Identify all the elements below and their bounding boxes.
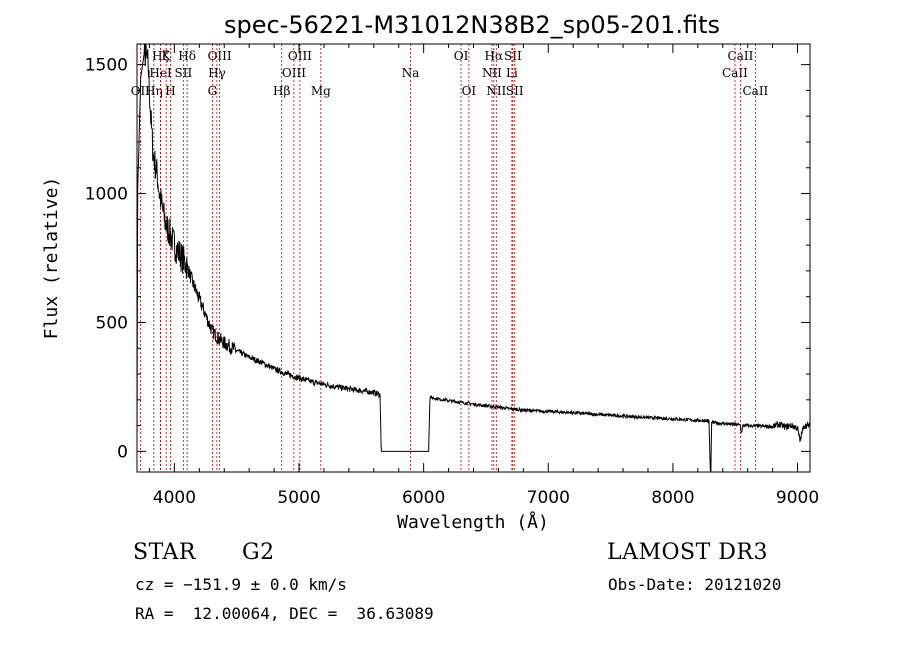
coordinates-label: RA = 12.00064, DEC = 36.63089 xyxy=(135,604,434,623)
redshift-label: cz = −151.9 ± 0.0 km/s xyxy=(135,575,347,594)
spectral-line-label: H xyxy=(165,84,175,98)
spectral-line-label: NII xyxy=(482,66,502,80)
spectral-line-label: Hβ xyxy=(273,84,290,98)
y-tick-label: 1500 xyxy=(85,56,128,76)
x-tick-label: 6000 xyxy=(402,488,445,508)
spectral-line-label: OIII xyxy=(282,66,306,80)
object-class-label: STAR xyxy=(133,540,196,565)
spectral-line-label: Na xyxy=(402,66,420,80)
x-tick-label: 5000 xyxy=(277,488,320,508)
plot-frame xyxy=(136,43,811,473)
x-tick-label: 8000 xyxy=(651,488,694,508)
spectral-line-label: G xyxy=(208,84,218,98)
chart-title: spec-56221-M31012N38B2_sp05-201.fits xyxy=(224,11,720,39)
spectral-line-label: SII xyxy=(175,66,193,80)
spectrum-layer xyxy=(136,43,811,473)
spectral-line-label: CaII xyxy=(728,49,754,63)
obs-date-label: Obs-Date: 20121020 xyxy=(608,575,782,594)
spectral-line-label: NII xyxy=(486,84,506,98)
spectral-line-label: CaII xyxy=(722,66,748,80)
spectral-line-label: Hη xyxy=(145,84,163,98)
y-tick-label: 0 xyxy=(117,442,128,462)
spectral-line-label: OI xyxy=(462,84,477,98)
spectral-line-label: Hδ xyxy=(178,49,196,63)
survey-label: LAMOST DR3 xyxy=(607,540,768,565)
spectral-line-label: OIII xyxy=(288,49,312,63)
spectral-line-label: Mg xyxy=(311,84,331,98)
spectral-lines-layer: OIIHηHζHeIKHSIIHδGOIIIHγHβOIIIOIIIMgNaOI… xyxy=(131,44,769,472)
subclass-label: G2 xyxy=(242,540,275,565)
spectral-line-label: Li xyxy=(506,66,518,80)
y-tick-label: 1000 xyxy=(85,185,128,205)
spectral-line-label: OI xyxy=(454,49,469,63)
axis-ticks-layer: 4000 5000 6000 7000 8000 9000 0 500 1000 1500 xyxy=(85,44,819,508)
spectral-line-label: K xyxy=(162,49,172,63)
x-tick-label: 9000 xyxy=(776,488,819,508)
spectral-line-label: HeI xyxy=(149,66,172,80)
spectral-line-label: CaII xyxy=(742,84,768,98)
spectral-line-label: Hα xyxy=(485,49,504,63)
spectral-line-label: SII xyxy=(504,49,522,63)
spectrum-trace xyxy=(136,43,811,473)
y-axis-label: Flux (relative) xyxy=(41,177,62,340)
spectral-line-label: Hγ xyxy=(208,66,226,80)
x-axis-label: Wavelength (Å) xyxy=(397,511,549,533)
x-tick-label: 4000 xyxy=(153,488,196,508)
spectral-line-label: SII xyxy=(506,84,524,98)
y-tick-label: 500 xyxy=(96,313,128,333)
x-tick-label: 7000 xyxy=(527,488,570,508)
spectral-line-label: OIII xyxy=(208,49,232,63)
